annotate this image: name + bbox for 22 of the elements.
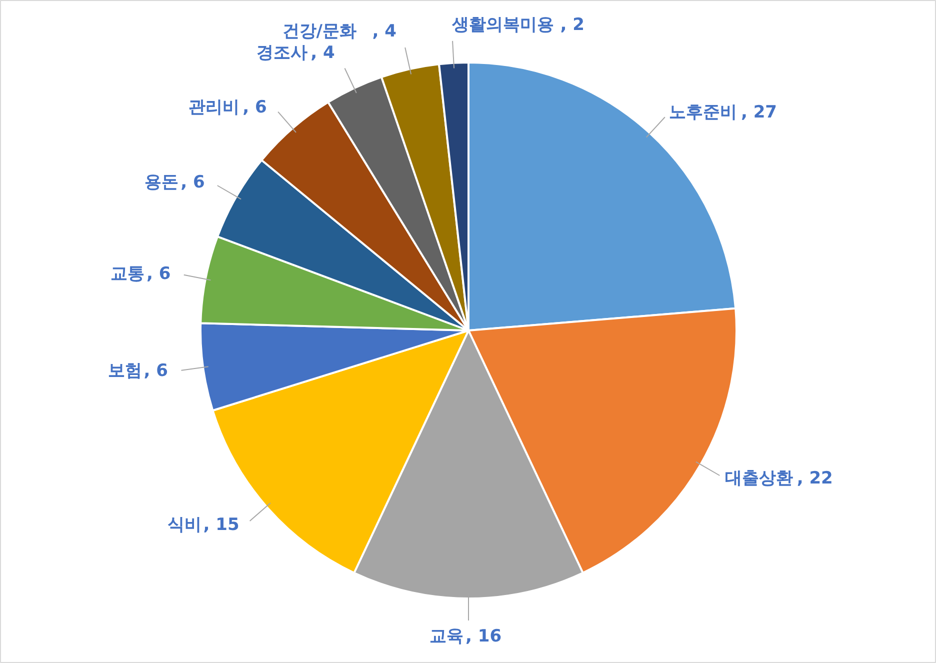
slice-label: 생활의복미용 xyxy=(451,14,554,35)
slice-label: 식비 xyxy=(167,514,202,535)
slice-label: 경조사 xyxy=(256,42,308,63)
data-label: , 4 xyxy=(372,22,397,42)
slice-label: 건강/문화 xyxy=(282,22,356,42)
data-label: , 22 xyxy=(796,468,833,488)
slice-label: 관리비 xyxy=(188,97,240,118)
data-label: , 27 xyxy=(740,102,778,123)
data-label: , 2 xyxy=(560,14,584,35)
data-label: , 6 xyxy=(146,264,171,284)
data-label: , 6 xyxy=(242,97,267,118)
slice-label: 노후준비 xyxy=(668,102,737,123)
data-label: , 15 xyxy=(203,514,240,535)
data-label: , 6 xyxy=(144,361,168,382)
slice-label: 용돈 xyxy=(144,172,179,192)
slice-label: 교통 xyxy=(110,264,144,284)
slice-label: 대출상환 xyxy=(724,468,793,488)
data-label: , 16 xyxy=(466,626,502,646)
slice-label: 보험 xyxy=(108,361,142,382)
data-label: , 4 xyxy=(310,42,336,63)
slice-label: 교육 xyxy=(430,626,464,646)
data-label: , 6 xyxy=(180,172,205,192)
